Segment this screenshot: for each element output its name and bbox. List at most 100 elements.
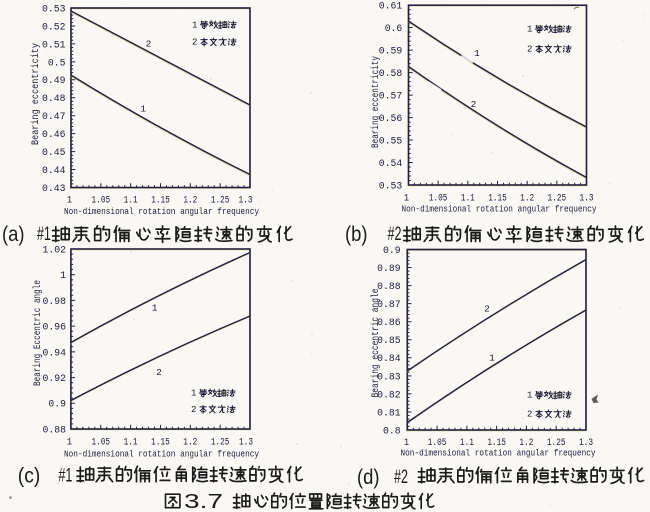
svg-text:0.55: 0.55 — [379, 135, 403, 147]
svg-text:1: 1 — [191, 389, 196, 399]
svg-text:Bearing eccentricity: Bearing eccentricity — [30, 43, 41, 145]
svg-text:0.56: 0.56 — [379, 113, 403, 125]
svg-text:1.1: 1.1 — [124, 194, 138, 206]
svg-text:0.43: 0.43 — [42, 183, 66, 195]
svg-text:#1: #1 — [58, 466, 72, 487]
svg-text:1.05: 1.05 — [92, 194, 111, 206]
svg-text:1: 1 — [527, 25, 532, 35]
svg-text:0.52: 0.52 — [42, 21, 66, 33]
svg-text:1.25: 1.25 — [547, 437, 566, 449]
svg-text:2: 2 — [527, 410, 532, 420]
svg-text:0.88: 0.88 — [377, 281, 401, 293]
svg-text:Bearing eccentric angle: Bearing eccentric angle — [370, 288, 381, 397]
svg-text:1: 1 — [404, 437, 409, 449]
svg-text:2: 2 — [146, 38, 152, 49]
svg-text:1: 1 — [527, 391, 532, 401]
svg-text:0.48: 0.48 — [42, 93, 66, 105]
svg-text:0.86: 0.86 — [377, 317, 401, 329]
svg-text:0.84: 0.84 — [377, 353, 401, 365]
svg-text:1.25: 1.25 — [211, 194, 230, 206]
svg-text:1.2: 1.2 — [183, 436, 197, 448]
svg-text:Bearing eccentricity: Bearing eccentricity — [370, 56, 381, 148]
svg-text:0.6: 0.6 — [385, 23, 403, 35]
svg-text:0.54: 0.54 — [379, 158, 403, 170]
svg-text:0.9: 0.9 — [383, 245, 401, 257]
svg-text:0.94: 0.94 — [43, 347, 67, 359]
svg-text:1: 1 — [192, 20, 197, 30]
svg-text:Non-dimensional rotation angul: Non-dimensional rotation angular frequen… — [402, 204, 597, 215]
svg-text:0.53: 0.53 — [42, 3, 66, 15]
svg-text:0.98: 0.98 — [43, 296, 67, 308]
svg-text:1.3: 1.3 — [580, 192, 594, 204]
svg-text:0.81: 0.81 — [377, 407, 401, 419]
svg-text:Non-dimensional rotation angul: Non-dimensional rotation angular frequen… — [401, 448, 596, 459]
svg-text:0.83: 0.83 — [377, 371, 401, 383]
svg-text:0.59: 0.59 — [379, 46, 403, 58]
svg-text:0.87: 0.87 — [377, 299, 401, 311]
svg-text:0.61: 0.61 — [379, 1, 403, 13]
svg-text:1: 1 — [67, 436, 72, 448]
svg-text:(d): (d) — [357, 466, 380, 489]
svg-text:1.15: 1.15 — [487, 437, 506, 449]
svg-text:0.44: 0.44 — [42, 165, 66, 177]
svg-text:1.15: 1.15 — [488, 192, 507, 204]
svg-text:1.05: 1.05 — [429, 192, 448, 204]
svg-text:0.85: 0.85 — [377, 335, 401, 347]
svg-text:3.7: 3.7 — [184, 491, 223, 512]
svg-text:1: 1 — [140, 103, 146, 114]
svg-text:0.58: 0.58 — [379, 68, 403, 80]
svg-text:1.02: 1.02 — [43, 244, 67, 256]
svg-text:1.1: 1.1 — [124, 436, 138, 448]
svg-text:0.46: 0.46 — [42, 129, 66, 141]
svg-text:(b): (b) — [345, 223, 368, 246]
svg-text:0.88: 0.88 — [43, 424, 67, 436]
svg-text:2: 2 — [192, 38, 197, 48]
svg-text:1: 1 — [404, 192, 409, 204]
svg-text:2: 2 — [471, 99, 477, 110]
svg-text:0.9: 0.9 — [48, 399, 66, 411]
svg-text:0.96: 0.96 — [43, 322, 67, 334]
svg-text:0.49: 0.49 — [42, 75, 66, 87]
svg-text:0.57: 0.57 — [379, 91, 403, 103]
svg-text:(a): (a) — [2, 223, 25, 246]
svg-text:0.51: 0.51 — [42, 39, 66, 51]
svg-text:0.8: 0.8 — [383, 425, 401, 437]
svg-text:1.15: 1.15 — [151, 436, 170, 448]
svg-text:1.15: 1.15 — [151, 194, 170, 206]
svg-text:1: 1 — [152, 303, 158, 314]
svg-text:0.92: 0.92 — [43, 373, 67, 385]
svg-text:1.2: 1.2 — [519, 437, 533, 449]
svg-text:1: 1 — [474, 48, 480, 59]
svg-text:1: 1 — [489, 353, 495, 364]
svg-text:1.1: 1.1 — [461, 192, 475, 204]
svg-text:Non-dimensional rotation angul: Non-dimensional rotation angular frequen… — [64, 448, 259, 459]
svg-text:1.3: 1.3 — [579, 437, 593, 449]
svg-text:#2: #2 — [394, 467, 408, 488]
svg-text:0.89: 0.89 — [377, 263, 401, 275]
svg-text:0.53: 0.53 — [379, 180, 403, 192]
svg-text:Bearing Eccentric angle: Bearing Eccentric angle — [32, 280, 43, 386]
svg-text:#1: #1 — [37, 224, 51, 245]
svg-text:Non-dimensional rotation angul: Non-dimensional rotation angular frequen… — [64, 206, 259, 217]
svg-text:2: 2 — [191, 405, 196, 415]
svg-text:1.05: 1.05 — [428, 437, 447, 449]
svg-text:#2: #2 — [388, 224, 402, 245]
svg-text:1.2: 1.2 — [520, 192, 534, 204]
svg-text:1.1: 1.1 — [460, 437, 474, 449]
svg-text:2: 2 — [527, 45, 532, 55]
svg-text:1.2: 1.2 — [183, 194, 197, 206]
svg-text:2: 2 — [156, 367, 162, 378]
svg-text:1: 1 — [67, 194, 72, 206]
svg-text:1.3: 1.3 — [239, 194, 253, 206]
svg-text:1.05: 1.05 — [91, 436, 110, 448]
svg-text:1: 1 — [60, 270, 66, 282]
svg-text:1.25: 1.25 — [211, 436, 230, 448]
svg-text:0.5: 0.5 — [48, 57, 66, 69]
svg-text:0.45: 0.45 — [42, 147, 66, 159]
svg-text:(c): (c) — [18, 465, 41, 488]
svg-text:1.3: 1.3 — [239, 436, 253, 448]
svg-text:1.25: 1.25 — [548, 192, 567, 204]
svg-text:0.82: 0.82 — [377, 389, 401, 401]
svg-text:0.47: 0.47 — [42, 111, 66, 123]
svg-text:2: 2 — [484, 304, 490, 315]
